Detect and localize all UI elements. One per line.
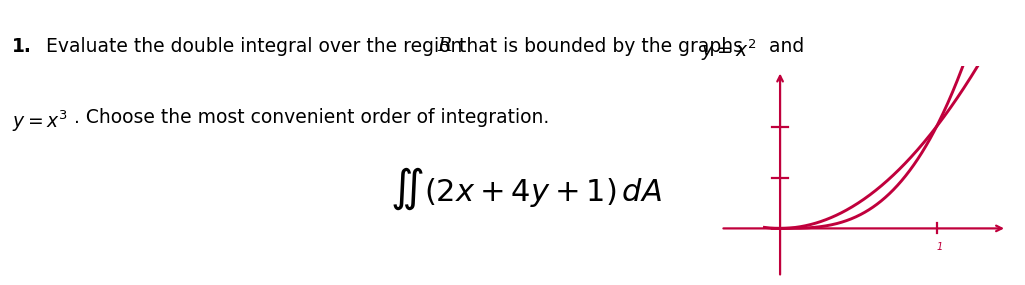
Text: 1.: 1. xyxy=(12,37,32,56)
Text: R: R xyxy=(438,37,452,55)
Text: Evaluate the double integral over the region: Evaluate the double integral over the re… xyxy=(46,37,468,56)
Text: that is bounded by the graphs: that is bounded by the graphs xyxy=(453,37,749,56)
Text: $\iint (2x + 4y + 1)\,dA$: $\iint (2x + 4y + 1)\,dA$ xyxy=(390,165,661,212)
Text: $y = x^2$: $y = x^2$ xyxy=(701,37,756,62)
Text: 1: 1 xyxy=(937,242,943,252)
Text: $y = x^3$: $y = x^3$ xyxy=(12,108,68,134)
Text: . Choose the most convenient order of integration.: . Choose the most convenient order of in… xyxy=(74,108,549,127)
Text: and: and xyxy=(763,37,804,56)
